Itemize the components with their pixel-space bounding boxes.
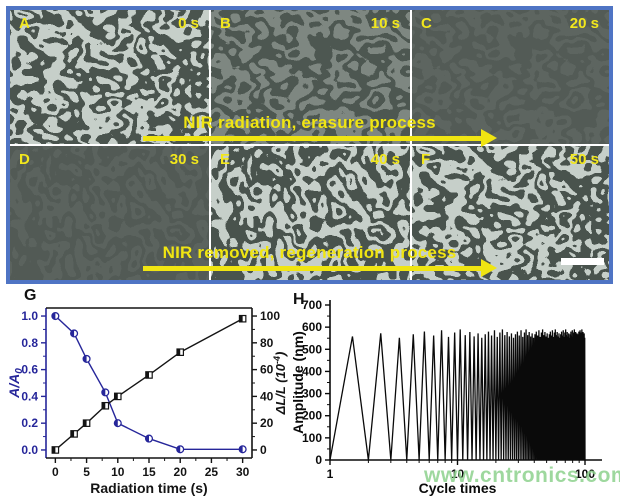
chart-h-label: H: [293, 291, 305, 308]
panel-letter: B: [220, 15, 231, 32]
panel-letter: F: [421, 151, 431, 168]
svg-text:100: 100: [260, 309, 280, 323]
micrograph-panel-a: A 0 s: [10, 10, 209, 144]
panel-time: 20 s: [569, 15, 599, 32]
svg-text:100: 100: [575, 467, 595, 481]
charts-canvas: 0 5 10 15 20 25 300.00.20.40.60.81.00204060801…: [6, 298, 602, 496]
svg-text:500: 500: [302, 342, 322, 356]
micrograph-panel-d: D 30 s: [10, 146, 209, 280]
micrograph-texture: [10, 146, 209, 280]
svg-text:400: 400: [302, 364, 322, 378]
svg-text:Cycle times: Cycle times: [419, 480, 497, 496]
series-circle: [51, 311, 247, 454]
panel-time: 30 s: [169, 151, 199, 168]
charts-section: 0 5 10 15 20 25 30 0.0 0.2 0.4 0.6 0.8 1.0 0 20 40 60 80 1…: [0, 286, 620, 499]
micrograph-panel-b: B 10 s: [211, 10, 410, 144]
chart-g: 0 5 10 15 20 25 30 0.0 0.2 0.4 0.6 0.8 1.0 0 20 40 60 80 1…: [6, 307, 288, 496]
micrograph-texture: [211, 146, 410, 280]
micrograph-panel-e: E 40 s: [211, 146, 410, 280]
svg-text:1.0: 1.0: [21, 309, 38, 323]
amplitude-waveform: [329, 329, 586, 461]
micrograph-texture: [412, 146, 609, 280]
panel-letter: C: [421, 15, 432, 32]
svg-text:ΔL/L (10-4): ΔL/L (10-4): [272, 352, 288, 416]
panel-letter: A: [19, 15, 30, 32]
svg-text:200: 200: [302, 409, 322, 423]
svg-text:25: 25: [205, 465, 219, 479]
panel-letter: D: [19, 151, 30, 168]
svg-text:5: 5: [83, 465, 90, 479]
svg-text:10: 10: [451, 467, 465, 481]
svg-text:300: 300: [302, 387, 322, 401]
svg-text:700: 700: [302, 298, 322, 312]
svg-text:15: 15: [142, 465, 156, 479]
panel-time: 0 s: [178, 15, 199, 32]
micrograph-texture: [211, 10, 410, 144]
panel-time: 50 s: [569, 151, 599, 168]
svg-text:40: 40: [260, 389, 274, 403]
regeneration-arrow-icon: [143, 257, 499, 279]
panel-letter: E: [220, 151, 231, 168]
svg-text:30: 30: [236, 465, 250, 479]
svg-text:60: 60: [260, 363, 274, 377]
svg-text:1: 1: [327, 467, 334, 481]
chart-g-label: G: [24, 287, 37, 304]
svg-text:0.6: 0.6: [21, 363, 38, 377]
svg-text:Radiation time (s): Radiation time (s): [90, 480, 207, 496]
svg-text:20: 20: [174, 465, 188, 479]
micrograph-texture: [10, 10, 209, 144]
regeneration-caption: NIR removed, regeneration process: [162, 243, 457, 262]
svg-text:A/A0: A/A0: [6, 368, 25, 399]
svg-text:0: 0: [260, 443, 267, 457]
svg-text:600: 600: [302, 320, 322, 334]
svg-text:0: 0: [52, 465, 59, 479]
arrow-head: [481, 259, 497, 277]
series-square: [51, 314, 247, 454]
arrow-head: [481, 129, 497, 147]
panel-divider-horizontal: [10, 144, 609, 146]
micrograph-texture: [412, 10, 609, 144]
arrow-shaft: [143, 136, 483, 141]
svg-text:0: 0: [315, 453, 322, 467]
scale-bar: [561, 258, 604, 265]
svg-text:0.0: 0.0: [21, 443, 38, 457]
svg-text:20: 20: [260, 416, 274, 430]
svg-text:80: 80: [260, 336, 274, 350]
micrograph-panel-c: C 20 s: [412, 10, 609, 144]
watermark: www.cntronics.com: [424, 464, 620, 487]
micrograph-montage: A 0 s B 10 s C 20 s D 30 s: [6, 6, 613, 284]
erasure-caption: NIR radiation, erasure process: [183, 113, 436, 132]
svg-text:0.4: 0.4: [21, 389, 38, 403]
svg-text:10: 10: [111, 465, 125, 479]
panel-time: 40 s: [370, 151, 400, 168]
micrograph-panel-f: F 50 s: [412, 146, 609, 280]
erasure-arrow-icon: [143, 127, 499, 149]
svg-text:0.2: 0.2: [21, 416, 38, 430]
panel-time: 10 s: [370, 15, 400, 32]
svg-text:Amplitude (nm): Amplitude (nm): [290, 331, 306, 434]
arrow-shaft: [143, 266, 483, 271]
svg-text:100: 100: [302, 431, 322, 445]
chart-h: 0 100 200 300 400 500 600 700 1 10 100 Cycle times A…: [290, 298, 602, 496]
svg-text:0.8: 0.8: [21, 336, 38, 350]
